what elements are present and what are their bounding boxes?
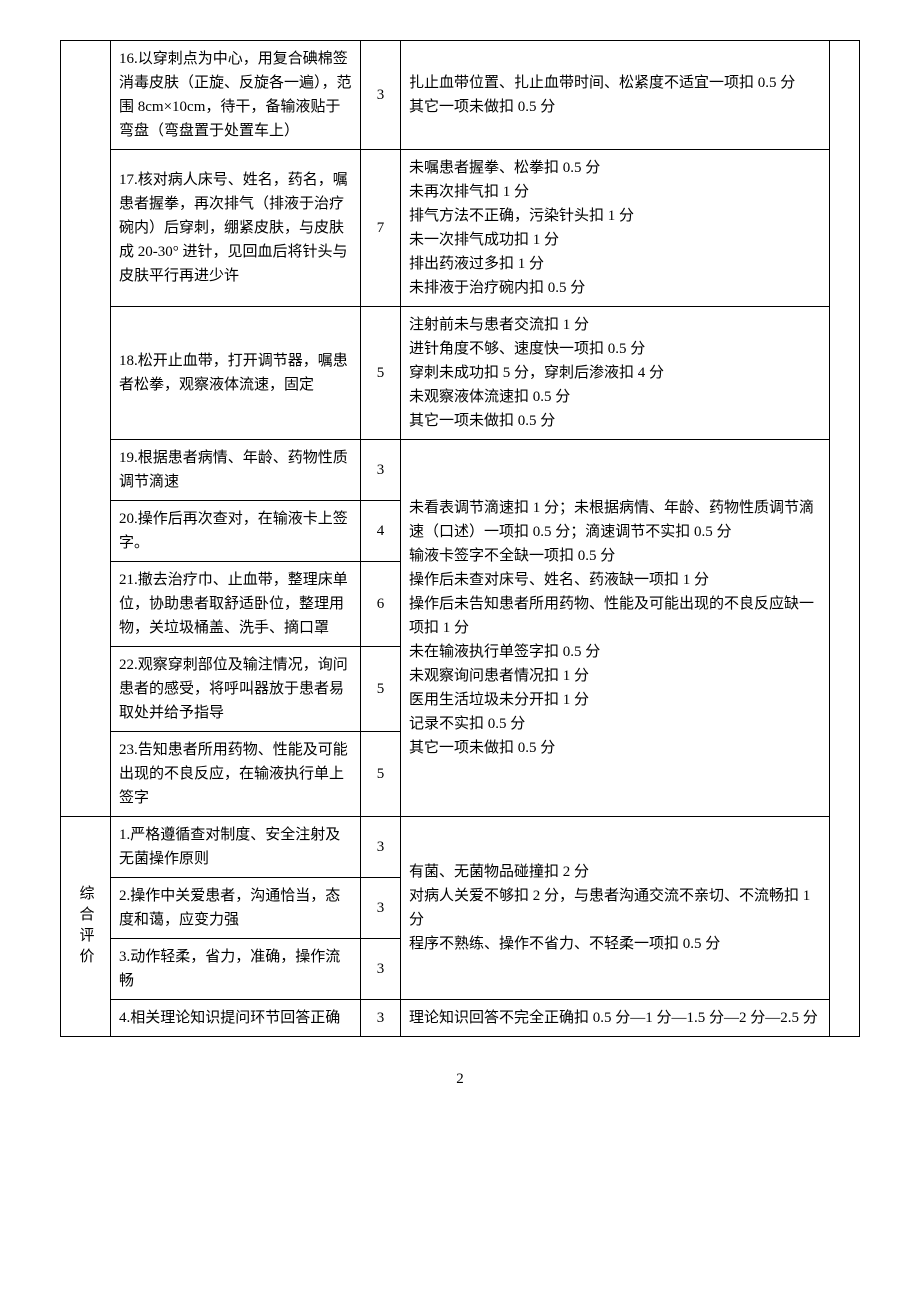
- item-cell: 17.核对病人床号、姓名，药名，嘱患者握拳，再次排气（排液于治疗碗内）后穿刺，绷…: [111, 150, 361, 307]
- item-cell: 3.动作轻柔，省力，准确，操作流畅: [111, 939, 361, 1000]
- item-cell: 23.告知患者所用药物、性能及可能出现的不良反应，在输液执行单上签字: [111, 732, 361, 817]
- score-cell: 3: [361, 1000, 401, 1037]
- criteria-cell: 未嘱患者握拳、松拳扣 0.5 分未再次排气扣 1 分排气方法不正确，污染针头扣 …: [401, 150, 830, 307]
- rubric-table: 16.以穿刺点为中心，用复合碘棉签消毒皮肤（正旋、反旋各一遍），范围 8cm×1…: [60, 40, 860, 1037]
- score-cell: 4: [361, 501, 401, 562]
- item-cell: 20.操作后再次查对，在输液卡上签字。: [111, 501, 361, 562]
- table-row: 综合评价 1.严格遵循查对制度、安全注射及无菌操作原则 3 有菌、无菌物品碰撞扣…: [61, 817, 860, 878]
- score-cell: 3: [361, 440, 401, 501]
- item-cell: 16.以穿刺点为中心，用复合碘棉签消毒皮肤（正旋、反旋各一遍），范围 8cm×1…: [111, 41, 361, 150]
- score-cell: 7: [361, 150, 401, 307]
- item-cell: 1.严格遵循查对制度、安全注射及无菌操作原则: [111, 817, 361, 878]
- table-row: 19.根据患者病情、年龄、药物性质调节滴速 3 未看表调节滴速扣 1 分；未根据…: [61, 440, 860, 501]
- criteria-cell-merged: 有菌、无菌物品碰撞扣 2 分对病人关爱不够扣 2 分，与患者沟通交流不亲切、不流…: [401, 817, 830, 1000]
- score-cell: 3: [361, 878, 401, 939]
- item-cell: 4.相关理论知识提问环节回答正确: [111, 1000, 361, 1037]
- item-cell: 18.松开止血带，打开调节器，嘱患者松拳，观察液体流速，固定: [111, 307, 361, 440]
- criteria-cell: 扎止血带位置、扎止血带时间、松紧度不适宜一项扣 0.5 分其它一项未做扣 0.5…: [401, 41, 830, 150]
- criteria-cell: 理论知识回答不完全正确扣 0.5 分—1 分—1.5 分—2 分—2.5 分: [401, 1000, 830, 1037]
- score-cell: 3: [361, 817, 401, 878]
- score-cell: 5: [361, 647, 401, 732]
- page-number: 2: [60, 1067, 860, 1091]
- criteria-cell-merged: 未看表调节滴速扣 1 分；未根据病情、年龄、药物性质调节滴速（口述）一项扣 0.…: [401, 440, 830, 817]
- score-cell: 5: [361, 307, 401, 440]
- score-cell: 3: [361, 939, 401, 1000]
- item-cell: 21.撤去治疗巾、止血带，整理床单位，协助患者取舒适卧位，整理用物，关垃圾桶盖、…: [111, 562, 361, 647]
- item-cell: 2.操作中关爱患者，沟通恰当，态度和蔼，应变力强: [111, 878, 361, 939]
- table-row: 16.以穿刺点为中心，用复合碘棉签消毒皮肤（正旋、反旋各一遍），范围 8cm×1…: [61, 41, 860, 150]
- last-cell: [830, 41, 860, 1037]
- score-cell: 3: [361, 41, 401, 150]
- category-cell: 综合评价: [61, 817, 111, 1037]
- table-row: 18.松开止血带，打开调节器，嘱患者松拳，观察液体流速，固定 5 注射前未与患者…: [61, 307, 860, 440]
- criteria-cell: 注射前未与患者交流扣 1 分进针角度不够、速度快一项扣 0.5 分穿刺未成功扣 …: [401, 307, 830, 440]
- item-cell: 19.根据患者病情、年龄、药物性质调节滴速: [111, 440, 361, 501]
- category-cell-empty: [61, 41, 111, 817]
- table-row: 4.相关理论知识提问环节回答正确 3 理论知识回答不完全正确扣 0.5 分—1 …: [61, 1000, 860, 1037]
- score-cell: 5: [361, 732, 401, 817]
- item-cell: 22.观察穿刺部位及输注情况，询问患者的感受，将呼叫器放于患者易取处并给予指导: [111, 647, 361, 732]
- table-row: 17.核对病人床号、姓名，药名，嘱患者握拳，再次排气（排液于治疗碗内）后穿刺，绷…: [61, 150, 860, 307]
- score-cell: 6: [361, 562, 401, 647]
